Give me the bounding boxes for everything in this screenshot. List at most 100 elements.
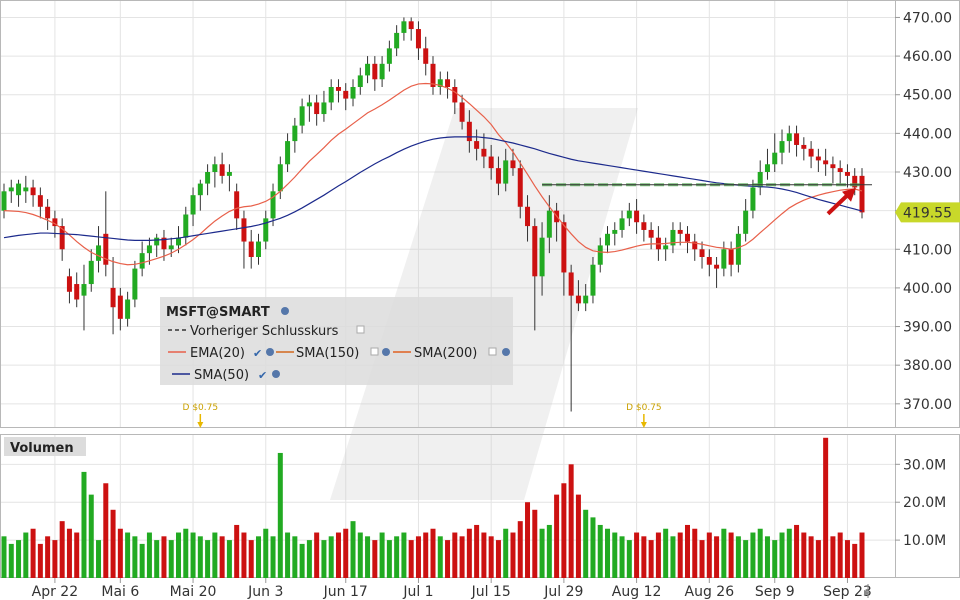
volume-bar bbox=[561, 483, 567, 578]
volume-bar bbox=[168, 540, 174, 578]
legend-label-sma200: SMA(200) bbox=[414, 346, 477, 361]
candle-body bbox=[161, 237, 167, 250]
volume-bar bbox=[743, 540, 749, 578]
volume-bar bbox=[481, 532, 487, 578]
volume-bar bbox=[714, 536, 720, 578]
volume-bar bbox=[415, 536, 421, 578]
legend-label-prev-close: Vorheriger Schlusskurs bbox=[190, 324, 339, 339]
candle-body bbox=[365, 63, 371, 76]
globe-icon[interactable] bbox=[272, 370, 280, 378]
candle-body bbox=[23, 187, 29, 192]
x-tick-label: Jun 3 bbox=[247, 584, 283, 600]
volume-bar bbox=[837, 532, 843, 578]
candle-body bbox=[830, 164, 836, 169]
legend-checkbox[interactable] bbox=[370, 347, 379, 356]
candle-body bbox=[30, 187, 36, 196]
volume-bar bbox=[23, 532, 29, 578]
volume-bar bbox=[306, 540, 312, 578]
candle-body bbox=[125, 299, 131, 319]
candle-body bbox=[241, 218, 247, 242]
candle-body bbox=[445, 79, 451, 87]
candle-body bbox=[8, 187, 14, 192]
y-tick-label: 390.00 bbox=[903, 320, 952, 336]
x-tick-label: Mai 6 bbox=[101, 584, 139, 600]
globe-icon[interactable] bbox=[382, 348, 390, 356]
volume-bar bbox=[830, 536, 836, 578]
candle-body bbox=[764, 164, 770, 172]
y-tick-label: 470.00 bbox=[903, 10, 952, 26]
globe-icon[interactable] bbox=[281, 307, 289, 315]
candle-body bbox=[394, 32, 400, 49]
legend-checkbox[interactable] bbox=[356, 325, 365, 334]
scroll-arrow-icon[interactable]: ▸ bbox=[864, 585, 870, 599]
volume-bar bbox=[706, 532, 712, 578]
candle-body bbox=[495, 168, 501, 184]
candle-body bbox=[212, 164, 218, 172]
candle-body bbox=[503, 160, 509, 184]
legend-symbol: MSFT@SMART bbox=[166, 305, 270, 320]
candle-body bbox=[197, 183, 203, 196]
legend-checkbox[interactable] bbox=[488, 347, 497, 356]
volume-bar bbox=[408, 540, 414, 578]
candle-body bbox=[52, 218, 58, 227]
candle-body bbox=[794, 133, 800, 145]
y-tick-label: 410.00 bbox=[903, 242, 952, 258]
globe-icon[interactable] bbox=[502, 348, 510, 356]
candle-body bbox=[597, 245, 603, 265]
volume-bar bbox=[248, 540, 254, 578]
candle-body bbox=[510, 160, 516, 169]
volume-bar bbox=[74, 532, 80, 578]
candle-body bbox=[525, 206, 531, 227]
dividend-arrow-icon bbox=[640, 422, 647, 428]
volume-bar bbox=[517, 521, 523, 578]
candle-body bbox=[117, 295, 123, 319]
candle-body bbox=[285, 141, 291, 165]
volume-bar bbox=[495, 540, 501, 578]
candle-body bbox=[16, 183, 22, 196]
volume-bar bbox=[764, 536, 770, 578]
volume-bar bbox=[626, 540, 632, 578]
candle-body bbox=[714, 264, 720, 269]
candle-body bbox=[321, 102, 327, 115]
volume-bar bbox=[277, 452, 283, 578]
candle-body bbox=[706, 257, 712, 265]
candle-body bbox=[837, 168, 843, 172]
date-axis: Apr 22 Mai 6 Mai 20 Jun 3 Jun 17 Jul 1 Jul 15 J… bbox=[32, 578, 872, 600]
volume-bar bbox=[750, 532, 756, 578]
volume-bar bbox=[735, 536, 741, 578]
volume-bar bbox=[81, 471, 87, 578]
volume-bar bbox=[139, 543, 145, 578]
candle-body bbox=[408, 21, 414, 30]
candle-body bbox=[648, 229, 654, 238]
volume-bar bbox=[52, 540, 58, 578]
globe-icon[interactable] bbox=[266, 348, 274, 356]
volume-bar bbox=[575, 494, 581, 578]
volume-bar bbox=[110, 509, 116, 578]
volume-bar bbox=[692, 528, 698, 578]
candle-body bbox=[88, 260, 94, 285]
volume-bar bbox=[285, 532, 291, 578]
candle-body bbox=[568, 272, 574, 296]
candle-body bbox=[575, 295, 581, 304]
check-icon[interactable]: ✔ bbox=[258, 369, 267, 382]
volume-bar bbox=[190, 532, 196, 578]
volume-bar bbox=[234, 524, 240, 578]
volume-title: Volumen bbox=[10, 441, 74, 456]
candle-body bbox=[670, 229, 676, 246]
volume-bar bbox=[66, 528, 72, 578]
volume-bar bbox=[88, 494, 94, 578]
volume-bar bbox=[226, 540, 232, 578]
volume-bar bbox=[45, 536, 51, 578]
dividend-label: D $0.75 bbox=[626, 403, 662, 413]
volume-bar bbox=[466, 528, 472, 578]
volume-bar bbox=[335, 532, 341, 578]
volume-tick-label: 10.0M bbox=[903, 533, 946, 549]
volume-bar bbox=[8, 543, 14, 578]
candle-body bbox=[772, 152, 778, 165]
check-icon[interactable]: ✔ bbox=[253, 347, 262, 360]
volume-bar bbox=[648, 540, 654, 578]
candle-body bbox=[699, 249, 705, 257]
candle-body bbox=[808, 148, 814, 157]
volume-bar bbox=[539, 528, 545, 578]
candle-body bbox=[314, 102, 320, 115]
